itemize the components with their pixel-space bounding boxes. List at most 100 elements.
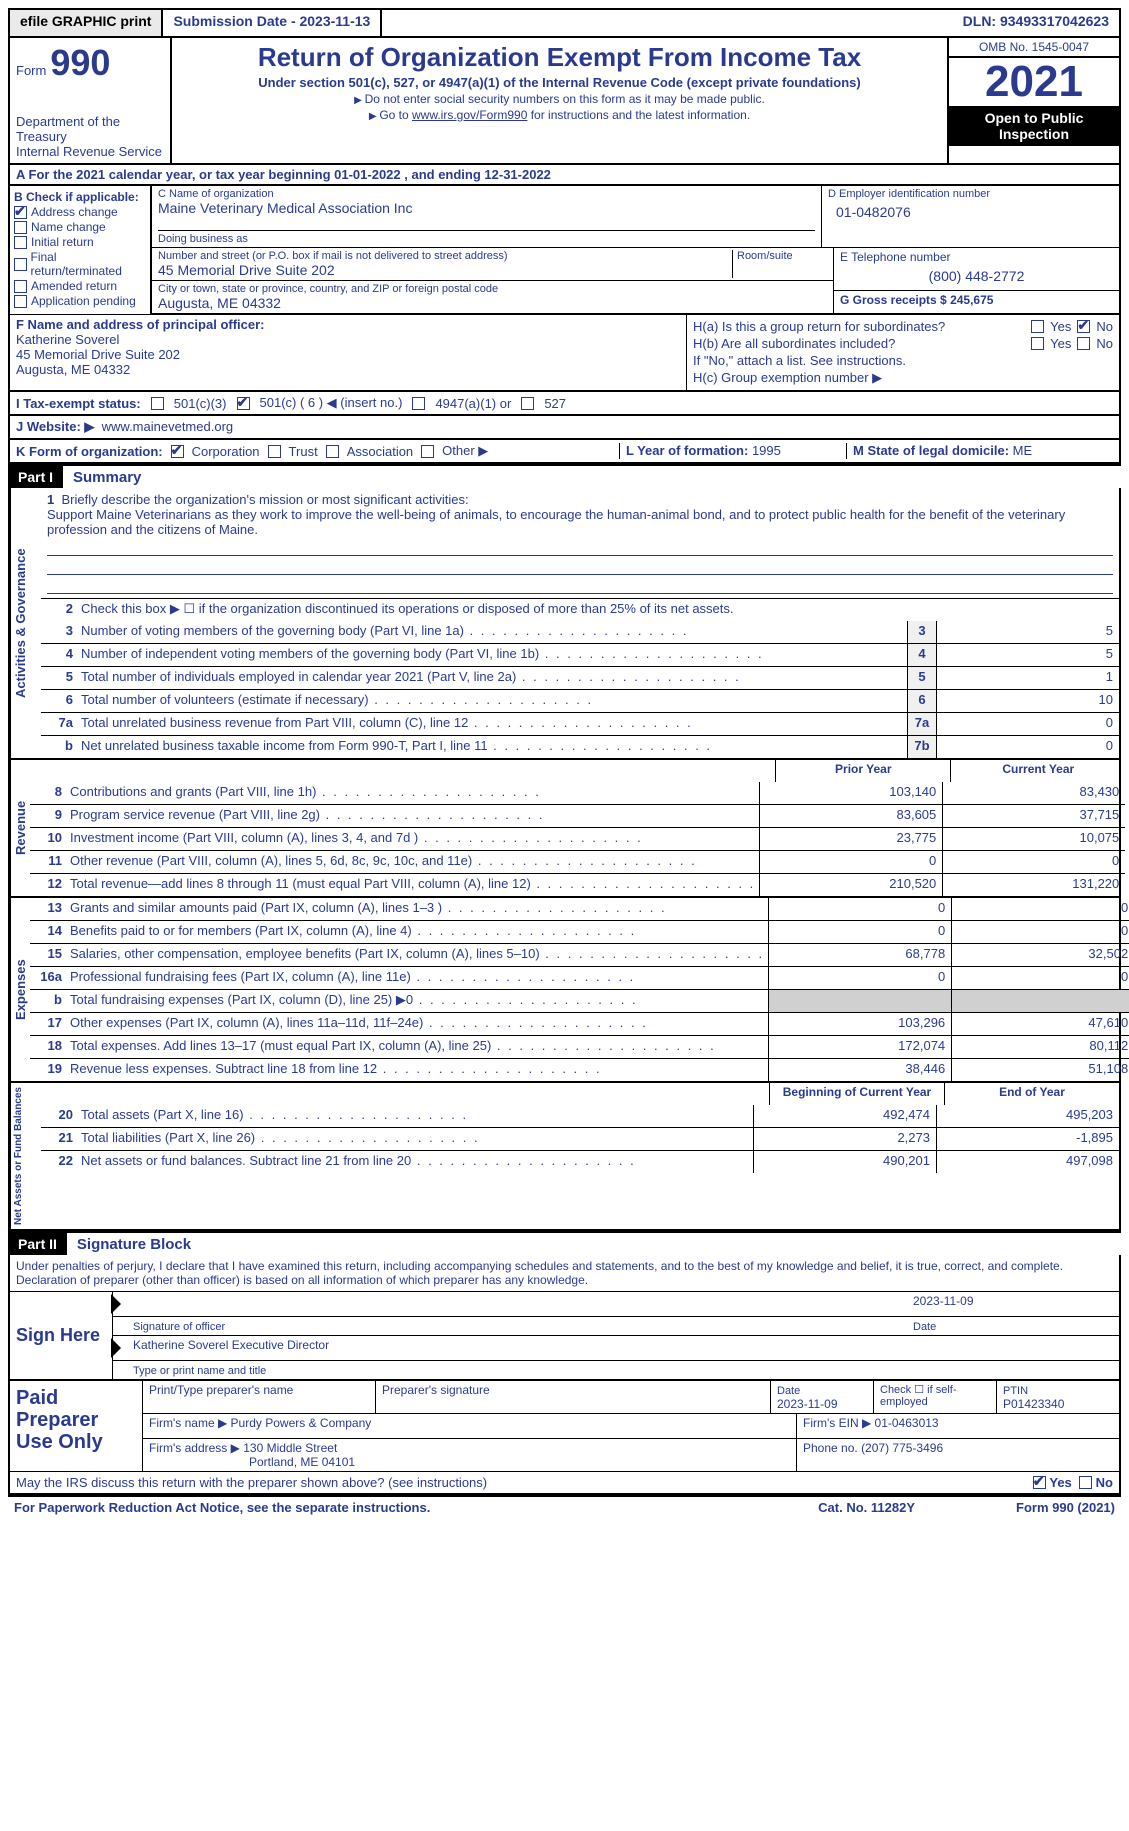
prior-value: 2,273	[753, 1128, 936, 1150]
summary-value: 10	[936, 690, 1119, 712]
prior-value: 0	[759, 851, 942, 873]
revenue-side-label: Revenue	[10, 760, 30, 896]
prior-value: 103,296	[768, 1013, 951, 1035]
sign-arrow-icon	[111, 1294, 121, 1314]
omb-number: OMB No. 1545-0047	[949, 38, 1119, 58]
applicable-label: Application pending	[31, 294, 136, 308]
revenue-section: Revenue Prior Year Current Year 8Contrib…	[8, 760, 1121, 898]
firm-ein: 01-0463013	[875, 1416, 939, 1430]
other-checkbox[interactable]	[421, 445, 434, 458]
summary-value: 1	[936, 667, 1119, 689]
applicable-label: Final return/terminated	[31, 250, 146, 278]
current-value: 10,075	[942, 828, 1125, 850]
4947-checkbox[interactable]	[412, 397, 425, 410]
gross-receipts: G Gross receipts $ 245,675	[834, 291, 1119, 309]
firm-name: Purdy Powers & Company	[231, 1416, 372, 1430]
current-value: 0	[951, 898, 1129, 920]
applicable-checkbox[interactable]	[14, 236, 27, 249]
officer-signature-name: Katherine Soverel Executive Director	[119, 1338, 1113, 1358]
efile-print-button[interactable]: efile GRAPHIC print	[10, 10, 163, 36]
applicable-checkbox[interactable]	[14, 258, 27, 271]
phone-value: (800) 448-2772	[840, 264, 1113, 288]
street-label: Number and street (or P.O. box if mail i…	[158, 250, 732, 262]
sign-here-label: Sign Here	[10, 1292, 113, 1379]
expenses-section: Expenses 13Grants and similar amounts pa…	[8, 898, 1121, 1083]
form-subtitle: Under section 501(c), 527, or 4947(a)(1)…	[178, 75, 941, 90]
calendar-year-row: A For the 2021 calendar year, or tax yea…	[8, 165, 1121, 186]
hb-label: H(b) Are all subordinates included?	[693, 336, 1025, 351]
applicable-checkbox[interactable]	[14, 295, 27, 308]
applicable-label: Address change	[31, 205, 118, 219]
501c-checkbox[interactable]	[237, 397, 250, 410]
mission-text: Support Maine Veterinarians as they work…	[47, 507, 1065, 537]
current-value: 0	[942, 851, 1125, 873]
city-label: City or town, state or province, country…	[158, 283, 827, 295]
form-number: Form 990	[16, 42, 164, 84]
ssn-note: Do not enter social security numbers on …	[178, 92, 941, 106]
summary-value: 5	[936, 621, 1119, 643]
assoc-checkbox[interactable]	[326, 445, 339, 458]
website-note: Go to www.irs.gov/Form990 for instructio…	[178, 108, 941, 122]
current-value: -1,895	[936, 1128, 1119, 1150]
name-arrow-icon	[111, 1338, 121, 1358]
tax-year: 2021	[949, 58, 1119, 106]
declaration-text: Under penalties of perjury, I declare th…	[10, 1255, 1119, 1291]
527-checkbox[interactable]	[521, 397, 534, 410]
current-value: 47,610	[951, 1013, 1129, 1035]
street-value: 45 Memorial Drive Suite 202	[158, 262, 732, 278]
hb-no-checkbox[interactable]	[1077, 337, 1090, 350]
applicable-checkbox[interactable]	[14, 280, 27, 293]
prior-year-header: Prior Year	[775, 760, 950, 782]
org-name-label: C Name of organization	[158, 188, 815, 200]
form-org-row: K Form of organization: Corporation Trus…	[8, 440, 1121, 464]
dln-value: DLN: 93493317042623	[953, 10, 1119, 36]
discuss-row: May the IRS discuss this return with the…	[10, 1471, 1119, 1493]
discuss-yes-checkbox[interactable]	[1033, 1476, 1046, 1489]
hb-yes-checkbox[interactable]	[1031, 337, 1044, 350]
prior-value: 492,474	[753, 1105, 936, 1127]
hb-note: If "No," attach a list. See instructions…	[693, 353, 1113, 368]
phone-label: E Telephone number	[840, 250, 1113, 264]
ha-yes-checkbox[interactable]	[1031, 320, 1044, 333]
summary-value: 5	[936, 644, 1119, 666]
current-value	[951, 990, 1129, 1012]
current-value: 131,220	[942, 874, 1125, 896]
prior-value: 23,775	[759, 828, 942, 850]
dept-treasury: Department of the Treasury	[16, 114, 164, 144]
501c3-checkbox[interactable]	[151, 397, 164, 410]
ha-no-checkbox[interactable]	[1077, 320, 1090, 333]
prior-value: 172,074	[768, 1036, 951, 1058]
prior-value: 210,520	[759, 874, 942, 896]
org-name: Maine Veterinary Medical Association Inc	[158, 200, 815, 216]
current-value: 83,430	[942, 782, 1125, 804]
corp-checkbox[interactable]	[171, 445, 184, 458]
summary-value: 0	[936, 736, 1119, 758]
signature-block: Under penalties of perjury, I declare th…	[8, 1255, 1121, 1495]
applicable-checkbox[interactable]	[14, 206, 27, 219]
website-row: J Website: ▶ www.mainevetmed.org	[8, 416, 1121, 440]
section-fh: F Name and address of principal officer:…	[8, 314, 1121, 392]
end-year-header: End of Year	[944, 1083, 1119, 1105]
activities-section: Activities & Governance 1 Briefly descri…	[8, 488, 1121, 760]
current-value: 32,502	[951, 944, 1129, 966]
public-inspection: Open to Public Inspection	[949, 106, 1119, 146]
prior-value: 38,446	[768, 1059, 951, 1081]
prior-value: 490,201	[753, 1151, 936, 1173]
prior-value: 103,140	[759, 782, 942, 804]
current-value: 0	[951, 921, 1129, 943]
prior-value: 0	[768, 921, 951, 943]
summary-value: 0	[936, 713, 1119, 735]
officer-name: Katherine Soverel	[16, 332, 680, 347]
irs-form990-link[interactable]: www.irs.gov/Form990	[412, 108, 527, 122]
prior-value: 0	[768, 967, 951, 989]
sig-date: 2023-11-09	[907, 1294, 1113, 1314]
officer-addr2: Augusta, ME 04332	[16, 362, 680, 377]
officer-addr1: 45 Memorial Drive Suite 202	[16, 347, 680, 362]
prior-value: 0	[768, 898, 951, 920]
netassets-side-label: Net Assets or Fund Balances	[10, 1083, 41, 1229]
applicable-checkbox[interactable]	[14, 221, 27, 234]
discuss-no-checkbox[interactable]	[1079, 1476, 1092, 1489]
firm-phone: (207) 775-3496	[861, 1441, 943, 1455]
trust-checkbox[interactable]	[268, 445, 281, 458]
page-footer: For Paperwork Reduction Act Notice, see …	[8, 1495, 1121, 1518]
